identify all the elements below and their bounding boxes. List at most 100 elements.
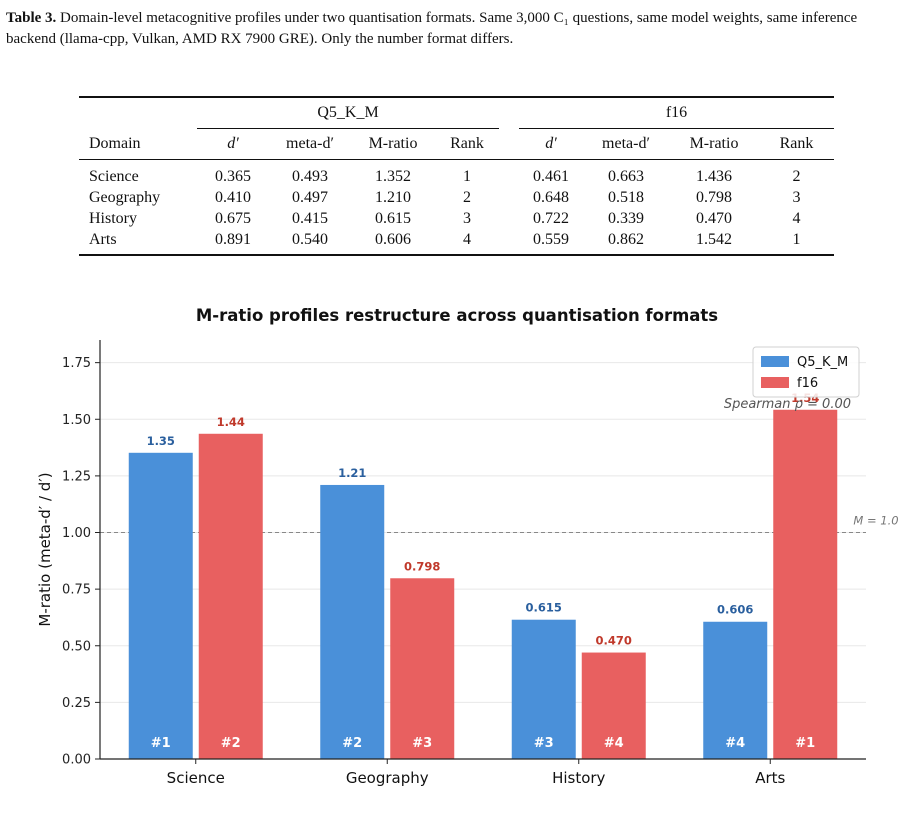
table-cell: Geography <box>89 188 161 206</box>
x-tick-label: Geography <box>346 769 429 787</box>
table-cell: 1 <box>792 230 801 248</box>
table-cell: 1.352 <box>375 167 411 185</box>
table-cell: 0.663 <box>608 167 644 185</box>
table-row: History 0.675 0.415 0.615 3 0.722 0.339 … <box>79 208 834 229</box>
table-cell: 1 <box>463 167 471 185</box>
results-table: Q5_K_M f16 Domain d′ meta-d′ M-ratio Ran… <box>79 96 834 257</box>
bar-rank-label: #4 <box>604 736 624 751</box>
col-header-domain: Domain <box>89 134 141 152</box>
bar-rank-label: #3 <box>412 736 432 751</box>
table-cell: 0.339 <box>608 209 644 227</box>
legend-label: f16 <box>797 376 818 391</box>
table-cell: 0.862 <box>608 230 644 248</box>
bar-q5-k-m-science <box>128 452 193 759</box>
bar-value-label: 0.615 <box>526 601 562 615</box>
bar-rank-label: #1 <box>795 736 815 751</box>
table-row: Arts 0.891 0.540 0.606 4 0.559 0.862 1.5… <box>79 229 834 250</box>
y-tick-label: 1.00 <box>62 526 91 541</box>
legend-swatch <box>761 377 789 388</box>
y-tick-label: 0.00 <box>62 753 91 768</box>
table-row: Science 0.365 0.493 1.352 1 0.461 0.663 … <box>79 166 834 187</box>
bar-f16-science <box>198 433 263 759</box>
y-tick-label: 1.25 <box>62 469 91 484</box>
col-header-mratio-f16: M-ratio <box>689 135 739 152</box>
bar-f16-geography <box>390 578 455 759</box>
col-header-dprime-q5: d′ <box>227 135 239 152</box>
x-tick-label: History <box>552 769 605 787</box>
table-row: Geography 0.410 0.497 1.210 2 0.648 0.51… <box>79 187 834 208</box>
y-tick-label: 1.75 <box>62 356 91 371</box>
y-tick-label: 0.25 <box>62 696 91 711</box>
col-header-dprime-f16: d′ <box>545 135 557 152</box>
col-header-rank-f16: Rank <box>779 135 814 152</box>
legend-label: Q5_K_M <box>797 355 848 370</box>
table-cell: Science <box>89 167 139 185</box>
y-axis-label: M-ratio (meta-d′ / d′) <box>36 472 54 626</box>
reference-line-label: M = 1.0 <box>853 514 898 528</box>
table-caption: Table 3. Domain-level metacognitive prof… <box>6 8 910 50</box>
chart-title: M-ratio profiles restructure across quan… <box>196 306 718 325</box>
table-cell: 0.365 <box>215 167 251 185</box>
table-cell: Arts <box>89 230 117 248</box>
bar-value-label: 1.21 <box>338 466 366 480</box>
table-cell: 4 <box>792 209 801 227</box>
x-tick-label: Science <box>167 769 225 787</box>
bar-value-label: 1.44 <box>217 415 245 429</box>
table-cell: 0.722 <box>533 209 569 227</box>
table-cell: 0.559 <box>533 230 569 248</box>
bar-q5-k-m-arts <box>703 621 768 759</box>
bar-value-label: 0.798 <box>404 559 440 573</box>
table-cell: 4 <box>463 230 471 248</box>
table-cell: 0.410 <box>215 188 251 206</box>
table-cell: 0.415 <box>292 209 328 227</box>
y-tick-label: 0.75 <box>62 583 91 598</box>
bar-rank-label: #4 <box>725 736 745 751</box>
bar-rank-label: #2 <box>221 736 241 751</box>
bar-rank-label: #3 <box>534 736 554 751</box>
table-cell: 0.470 <box>696 209 732 227</box>
table-caption-label: Table 3. <box>6 10 57 26</box>
bar-rank-label: #2 <box>342 736 362 751</box>
table-cell: 0.540 <box>292 230 328 248</box>
col-header-metad-q5: meta-d′ <box>286 135 334 152</box>
bar-value-label: 0.470 <box>596 634 632 648</box>
table-caption-text: Domain-level metacognitive profiles unde… <box>6 10 858 47</box>
table-cell: 2 <box>463 188 471 206</box>
table-cell: 0.606 <box>375 230 411 248</box>
table-cell: 0.497 <box>292 188 328 206</box>
table-cell: 0.798 <box>696 188 732 206</box>
y-tick-label: 0.50 <box>62 639 91 654</box>
bar-rank-label: #1 <box>151 736 171 751</box>
bar-value-label: 1.35 <box>147 434 175 448</box>
table-cell: 3 <box>463 209 471 227</box>
col-header-metad-f16: meta-d′ <box>602 135 650 152</box>
table-cell: 0.615 <box>375 209 411 227</box>
table-cell: 0.891 <box>215 230 251 248</box>
table-header-row: Domain d′ meta-d′ M-ratio Rank d′ meta-d… <box>79 129 834 160</box>
table-cell: 2 <box>792 167 801 185</box>
table-cell: 3 <box>792 188 801 206</box>
table-cell: 0.461 <box>533 167 569 185</box>
bar-value-label: 0.606 <box>717 603 753 617</box>
x-tick-label: Arts <box>755 769 785 787</box>
y-tick-label: 1.50 <box>62 413 91 428</box>
table-cell: 1.210 <box>375 188 411 206</box>
bar-f16-arts <box>773 409 838 759</box>
table-cell: 1.436 <box>696 167 732 185</box>
legend-swatch <box>761 356 789 367</box>
table-cell: History <box>89 209 137 227</box>
spearman-annotation: Spearman ρ = 0.00 <box>724 397 851 412</box>
m-ratio-bar-chart: M-ratio profiles restructure across quan… <box>36 306 899 787</box>
table-cell: 0.518 <box>608 188 644 206</box>
col-header-rank-q5: Rank <box>450 135 484 152</box>
table-cell: 0.493 <box>292 167 328 185</box>
bar-q5-k-m-history <box>511 619 576 759</box>
bar-f16-history <box>581 652 646 759</box>
group-header-f16: f16 <box>519 98 834 129</box>
table-cell: 0.648 <box>533 188 569 206</box>
table-cell: 0.675 <box>215 209 251 227</box>
table-cell: 1.542 <box>696 230 732 248</box>
group-header-q5: Q5_K_M <box>197 98 499 129</box>
col-header-mratio-q5: M-ratio <box>368 135 418 152</box>
bar-q5-k-m-geography <box>320 484 385 759</box>
